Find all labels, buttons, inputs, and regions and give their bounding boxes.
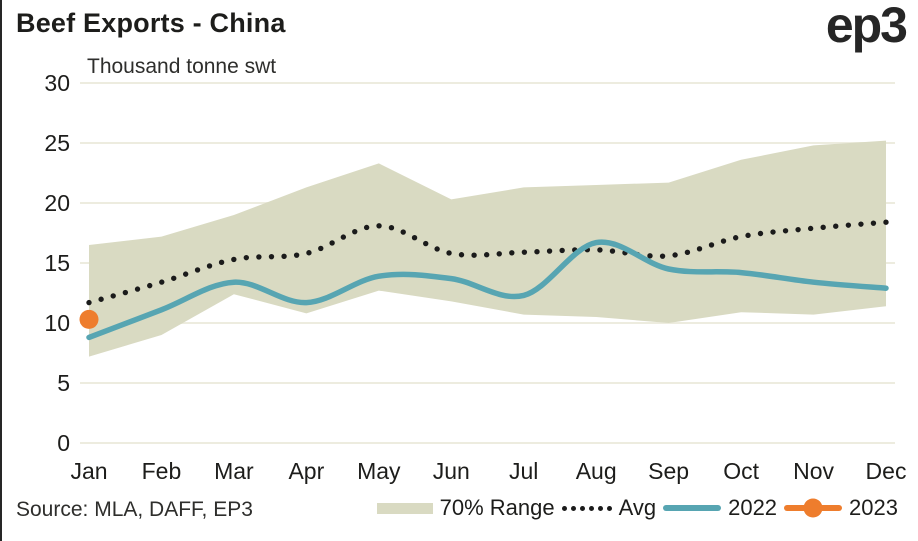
x-tick-label: Feb	[142, 458, 182, 484]
y-tick-label: 30	[44, 70, 70, 96]
line-with-marker-swatch-icon	[784, 498, 843, 518]
x-tick-label: Nov	[793, 458, 834, 484]
legend-item-2023: 2023	[784, 495, 898, 521]
range-band-area	[89, 140, 886, 357]
y-tick-label: 25	[44, 130, 70, 156]
dotted-line-swatch-icon	[561, 505, 612, 511]
legend-item-2022: 2022	[663, 495, 777, 521]
legend-item-70-range: 70% Range	[376, 495, 555, 521]
ep3-brand-logo: ep3	[825, 0, 908, 53]
y-tick-label: 15	[44, 250, 70, 276]
x-tick-label: Jun	[433, 458, 470, 484]
x-tick-label: Oct	[723, 458, 759, 484]
x-tick-label: Mar	[214, 458, 254, 484]
legend-item-avg: Avg	[561, 495, 657, 521]
x-tick-label: Aug	[576, 458, 617, 484]
x-tick-label: Jul	[509, 458, 538, 484]
chart-legend: 70% Range Avg 2022 2023	[376, 495, 898, 521]
point-2023-jan	[79, 309, 99, 329]
legend-label: 70% Range	[439, 495, 555, 520]
source-attribution: Source: MLA, DAFF, EP3	[16, 498, 253, 521]
y-tick-label: 5	[57, 370, 70, 396]
y-axis-unit-label: Thousand tonne swt	[87, 55, 277, 78]
legend-label: 2022	[728, 495, 778, 520]
x-tick-label: Dec	[866, 458, 907, 484]
legend-label: Avg	[618, 495, 657, 520]
chart-title: Beef Exports - China	[16, 8, 286, 38]
y-tick-label: 20	[44, 190, 70, 216]
x-tick-label: Apr	[288, 458, 324, 484]
range-band-swatch-icon	[376, 502, 433, 514]
y-tick-label: 0	[57, 430, 70, 456]
solid-line-swatch-icon	[663, 505, 722, 511]
x-tick-label: Jan	[70, 458, 107, 484]
y-tick-label: 10	[44, 310, 70, 336]
x-tick-label: May	[357, 458, 401, 484]
x-tick-label: Sep	[648, 458, 689, 484]
legend-label: 2023	[849, 495, 898, 520]
line-2022	[86, 239, 889, 341]
